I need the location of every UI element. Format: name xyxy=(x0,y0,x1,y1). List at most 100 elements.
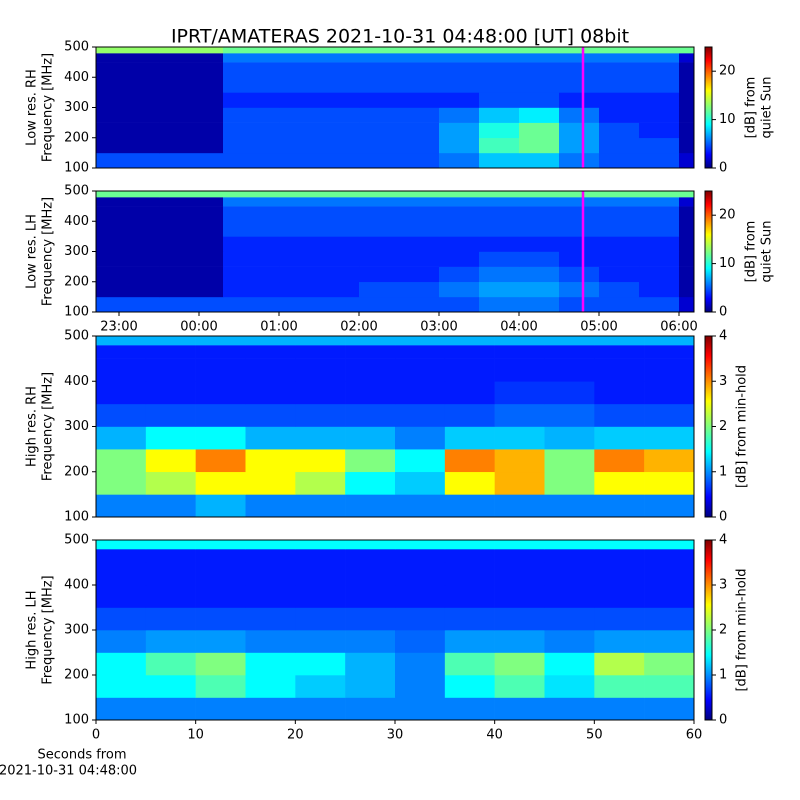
heat-cell xyxy=(479,266,520,283)
heat-cell xyxy=(594,607,645,631)
heat-cell xyxy=(644,540,695,550)
y-tick-label: 100 xyxy=(64,305,89,320)
x-tick-label: 40 xyxy=(486,728,503,743)
heat-cell xyxy=(594,675,645,698)
heat-cell xyxy=(223,221,280,237)
heat-cell xyxy=(644,697,695,721)
heat-cell xyxy=(195,549,246,563)
heat-cell xyxy=(494,607,545,631)
heat-cell xyxy=(679,266,695,283)
heat-cell xyxy=(295,562,346,586)
heat-cell xyxy=(345,630,396,653)
heat-cell xyxy=(599,221,640,237)
heat-cell xyxy=(479,107,520,123)
heat-cell xyxy=(295,449,346,473)
heat-cell xyxy=(544,652,595,676)
heat-cell xyxy=(345,403,396,427)
heat-cell xyxy=(96,426,147,450)
heat-cell xyxy=(345,697,396,721)
heat-cell xyxy=(494,697,545,721)
heat-cell xyxy=(359,221,440,237)
heat-cell xyxy=(345,585,396,608)
heat-cell xyxy=(395,562,446,586)
heat-cell xyxy=(159,137,224,154)
colorbar-label: [dB] from xyxy=(744,77,759,139)
x-axis-label: Seconds from xyxy=(37,748,126,763)
heat-cell xyxy=(295,345,346,359)
heat-cell xyxy=(96,585,147,608)
heat-cell xyxy=(639,152,680,169)
heat-cell xyxy=(439,92,480,108)
heat-cell xyxy=(494,403,545,427)
heat-cell xyxy=(96,562,147,586)
heat-cell xyxy=(345,562,396,586)
heat-cell xyxy=(279,197,360,207)
heat-cell xyxy=(494,652,545,676)
heat-cell xyxy=(544,336,595,346)
heat-cell xyxy=(145,675,196,698)
heat-cell xyxy=(195,358,246,382)
heat-cell xyxy=(639,281,680,298)
heat-cell xyxy=(195,607,246,631)
heat-cell xyxy=(145,345,196,359)
heat-cell xyxy=(559,92,600,108)
heat-cell xyxy=(494,585,545,608)
heat-cell xyxy=(519,122,560,139)
heat-cell xyxy=(245,381,296,405)
heat-cell xyxy=(145,494,196,518)
heat-cell xyxy=(444,381,495,405)
heat-cell xyxy=(245,336,296,346)
heat-cell xyxy=(639,47,680,54)
y-axis-label: High res. RH xyxy=(25,386,40,467)
heat-cell xyxy=(494,381,545,405)
heat-cell xyxy=(644,426,695,450)
heat-cell xyxy=(96,471,147,495)
heat-cell xyxy=(494,549,545,563)
heat-cell xyxy=(479,137,520,154)
heat-cell xyxy=(359,107,440,123)
heat-cell xyxy=(145,449,196,473)
heat-cell xyxy=(279,296,360,313)
heat-cell xyxy=(295,336,346,346)
heat-cell xyxy=(279,251,360,267)
y-tick-label: 300 xyxy=(64,100,89,115)
y-axis-label: Low res. LH xyxy=(25,214,40,289)
heat-cell xyxy=(439,152,480,169)
heat-cell xyxy=(345,607,396,631)
heat-cell xyxy=(96,62,160,78)
heat-cell xyxy=(544,562,595,586)
heat-cell xyxy=(279,137,360,154)
heat-cell xyxy=(159,62,224,78)
colorbar-tick-label: 0 xyxy=(719,713,727,728)
heat-cell xyxy=(644,449,695,473)
heat-cell xyxy=(559,296,600,313)
heat-cell xyxy=(639,266,680,283)
heat-cell xyxy=(96,47,160,54)
heat-cell xyxy=(559,122,600,139)
heat-cell xyxy=(519,53,560,63)
heat-cell xyxy=(644,607,695,631)
heat-cell xyxy=(599,62,640,78)
heat-cell xyxy=(639,137,680,154)
heat-cell xyxy=(439,221,480,237)
heat-cell xyxy=(679,122,695,139)
heat-cell xyxy=(145,540,196,550)
heat-cell xyxy=(245,471,296,495)
heat-cell xyxy=(295,697,346,721)
heat-cell xyxy=(345,652,396,676)
heat-cell xyxy=(96,336,147,346)
heat-cell xyxy=(245,426,296,450)
heat-cell xyxy=(223,53,280,63)
x-tick-label: 20 xyxy=(287,728,304,743)
colorbar-tick-label: 1 xyxy=(719,464,727,479)
heat-cell xyxy=(679,191,695,198)
heat-cell xyxy=(594,471,645,495)
heat-cell xyxy=(395,630,446,653)
heat-cell xyxy=(245,540,296,550)
heat-cell xyxy=(594,426,645,450)
heat-cell xyxy=(544,471,595,495)
heat-cell xyxy=(679,197,695,207)
heat-cell xyxy=(639,62,680,78)
heat-cell xyxy=(679,47,695,54)
heat-cell xyxy=(195,697,246,721)
